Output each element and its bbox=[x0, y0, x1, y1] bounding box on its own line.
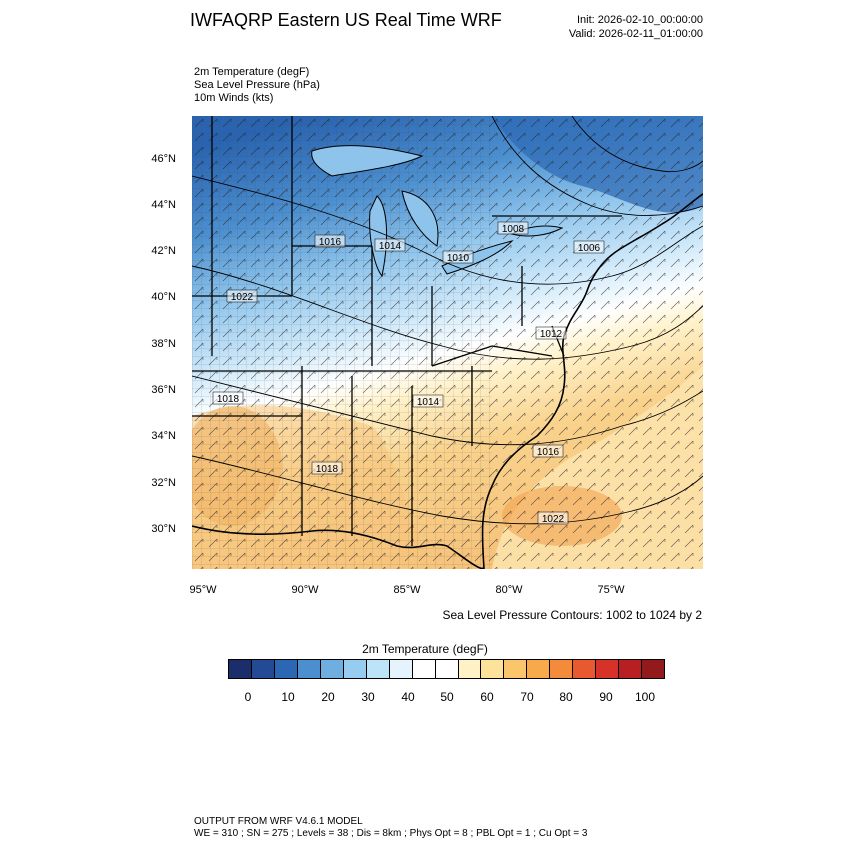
colorbar-swatch bbox=[573, 660, 597, 678]
colorbar-label: 70 bbox=[520, 690, 534, 704]
svg-text:1022: 1022 bbox=[231, 292, 254, 303]
isobar-label: 1018 bbox=[311, 461, 343, 475]
colorbar bbox=[228, 659, 665, 679]
svg-text:1018: 1018 bbox=[316, 464, 339, 475]
lake-superior bbox=[311, 145, 424, 177]
svg-text:1016: 1016 bbox=[537, 447, 560, 458]
colorbar-label: 60 bbox=[480, 690, 494, 704]
colorbar-swatch bbox=[642, 660, 665, 678]
longitude-label: 75°W bbox=[597, 584, 625, 596]
svg-text:1018: 1018 bbox=[217, 394, 240, 405]
colorbar-swatch bbox=[435, 660, 459, 678]
colorbar-swatch bbox=[229, 660, 252, 678]
contour-note: Sea Level Pressure Contours: 1002 to 102… bbox=[442, 608, 703, 622]
lake-huron bbox=[401, 190, 439, 247]
field-label-temperature: 2m Temperature (degF) bbox=[194, 66, 310, 78]
colorbar-label: 10 bbox=[281, 690, 295, 704]
latitude-label: 36°N bbox=[151, 384, 176, 396]
colorbar-label: 50 bbox=[440, 690, 454, 704]
colorbar-label: 0 bbox=[244, 690, 252, 704]
weather-map: 1016 1014 1010 1008 1006 1022 1012 1018 1014 1018… bbox=[192, 116, 703, 569]
isobar-label: 1018 bbox=[212, 391, 244, 405]
init-time: Init: 2026-02-10_00:00:00 bbox=[577, 14, 703, 26]
colorbar-swatch bbox=[527, 660, 551, 678]
colorbar-title: 2m Temperature (degF) bbox=[362, 642, 488, 656]
svg-text:1006: 1006 bbox=[578, 243, 601, 254]
field-label-pressure: Sea Level Pressure (hPa) bbox=[194, 79, 320, 91]
isobar-label: 1014 bbox=[374, 238, 406, 252]
latitude-label: 34°N bbox=[151, 430, 176, 442]
latitude-label: 30°N bbox=[151, 523, 176, 535]
colorbar-swatch bbox=[619, 660, 643, 678]
isobar-label: 1006 bbox=[573, 240, 605, 254]
longitude-label: 90°W bbox=[291, 584, 319, 596]
svg-text:1008: 1008 bbox=[502, 224, 525, 235]
longitude-label: 80°W bbox=[495, 584, 523, 596]
isobar-label-layer: 1016 1014 1010 1008 1006 1022 1012 1018 1014 1018… bbox=[212, 221, 605, 525]
model-footer-line2: WE = 310 ; SN = 275 ; Levels = 38 ; Dis … bbox=[194, 828, 588, 839]
isobar-label: 1014 bbox=[412, 394, 444, 408]
svg-text:1014: 1014 bbox=[379, 241, 402, 252]
colorbar-swatch bbox=[274, 660, 298, 678]
colorbar-swatch bbox=[458, 660, 482, 678]
latitude-label: 40°N bbox=[151, 291, 176, 303]
wind-barbs bbox=[192, 116, 703, 569]
map-title: IWFAQRP Eastern US Real Time WRF bbox=[190, 10, 502, 30]
colorbar-swatch bbox=[596, 660, 620, 678]
colorbar-swatch bbox=[504, 660, 528, 678]
isobar-label: 1010 bbox=[442, 250, 474, 264]
colorbar-swatch bbox=[297, 660, 321, 678]
colorbar-label: 40 bbox=[401, 690, 415, 704]
field-label-winds: 10m Winds (kts) bbox=[194, 92, 274, 104]
colorbar-swatch bbox=[412, 660, 436, 678]
latitude-label: 38°N bbox=[151, 338, 176, 350]
isobar-label: 1008 bbox=[497, 221, 529, 235]
isobar-label: 1022 bbox=[537, 511, 569, 525]
svg-text:1014: 1014 bbox=[417, 397, 440, 408]
isobar-label: 1016 bbox=[314, 234, 346, 248]
isobars bbox=[192, 116, 703, 525]
colorbar-label: 80 bbox=[559, 690, 573, 704]
colorbar-label: 20 bbox=[321, 690, 335, 704]
colorbar-label: 100 bbox=[634, 690, 656, 704]
svg-text:1012: 1012 bbox=[540, 329, 563, 340]
svg-text:1010: 1010 bbox=[447, 253, 470, 264]
colorbar-swatch bbox=[251, 660, 275, 678]
colorbar-swatch bbox=[550, 660, 574, 678]
latitude-label: 42°N bbox=[151, 245, 176, 257]
longitude-label: 95°W bbox=[189, 584, 217, 596]
valid-time: Valid: 2026-02-11_01:00:00 bbox=[568, 28, 703, 40]
colorbar-swatch bbox=[320, 660, 344, 678]
isobar-label: 1022 bbox=[226, 289, 258, 303]
model-footer-line1: OUTPUT FROM WRF V4.6.1 MODEL bbox=[194, 816, 363, 827]
lake-michigan bbox=[369, 195, 388, 278]
map-canvas bbox=[192, 116, 703, 569]
isobar-label: 1016 bbox=[532, 444, 564, 458]
isobar-label: 1012 bbox=[535, 326, 567, 340]
colorbar-swatch bbox=[481, 660, 505, 678]
colorbar-label: 30 bbox=[361, 690, 375, 704]
colorbar-swatch bbox=[366, 660, 390, 678]
latitude-label: 32°N bbox=[151, 477, 176, 489]
colorbar-swatch bbox=[389, 660, 413, 678]
colorbar-label: 90 bbox=[599, 690, 613, 704]
latitude-label: 46°N bbox=[151, 153, 176, 165]
svg-text:1016: 1016 bbox=[319, 237, 342, 248]
colorbar-swatch bbox=[343, 660, 367, 678]
latitude-label: 44°N bbox=[151, 199, 176, 211]
longitude-label: 85°W bbox=[393, 584, 421, 596]
svg-text:1022: 1022 bbox=[542, 514, 565, 525]
